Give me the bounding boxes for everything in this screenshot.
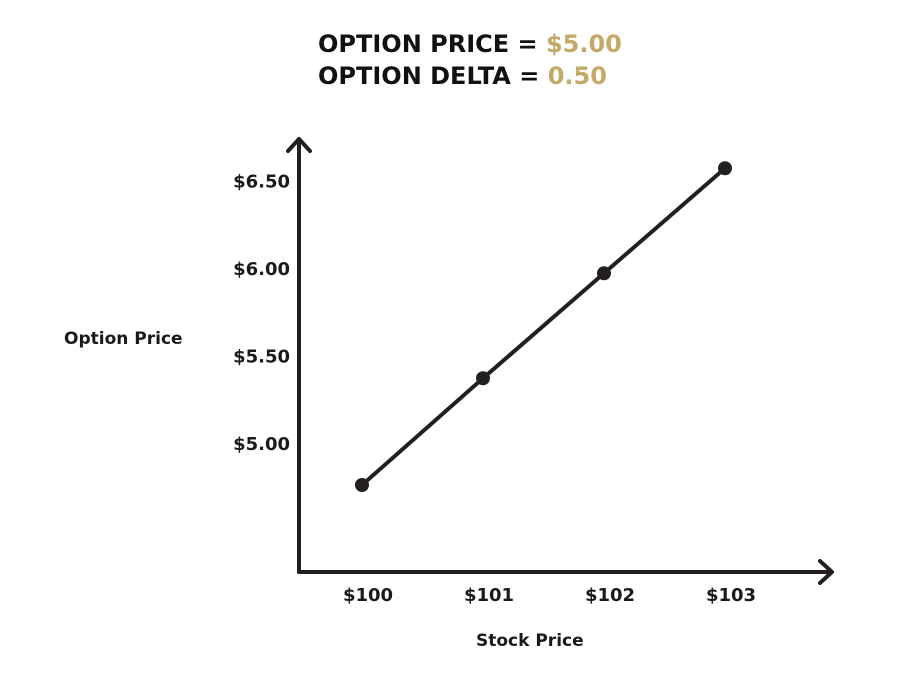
y-tick-label: $5.50 [233,347,290,368]
y-axis-title: Option Price [64,329,183,349]
x-tick-label: $103 [706,585,756,606]
y-tick-labels: $5.00 $5.50 $6.00 $6.50 [233,172,290,456]
y-axis-arrowhead [286,137,312,153]
option-delta-line: OPTION DELTA = 0.50 [318,60,622,92]
axes [286,137,834,585]
x-tick-label: $101 [464,585,514,606]
data-point [597,266,611,281]
option-delta-label: OPTION DELTA = [318,62,548,90]
option-price-value: $5.00 [545,30,622,58]
chart-header: OPTION PRICE = $5.00 OPTION DELTA = 0.50 [318,28,622,92]
y-tick-label: $6.50 [233,172,290,193]
series-line-group [355,161,732,492]
x-axis-title: Stock Price [476,631,584,651]
data-point [355,478,369,492]
x-tick-labels: $100 $101 $102 $103 [343,585,756,606]
x-tick-label: $100 [343,585,393,606]
data-point [718,161,732,176]
series-line [360,166,727,487]
option-price-label: OPTION PRICE = [318,30,546,58]
y-tick-label: $6.00 [233,259,290,280]
option-delta-value: 0.50 [547,62,607,90]
data-point [476,371,490,386]
option-price-line: OPTION PRICE = $5.00 [318,28,622,60]
x-axis-arrowhead [818,559,834,585]
x-tick-label: $102 [585,585,635,606]
y-tick-label: $5.00 [233,434,290,455]
